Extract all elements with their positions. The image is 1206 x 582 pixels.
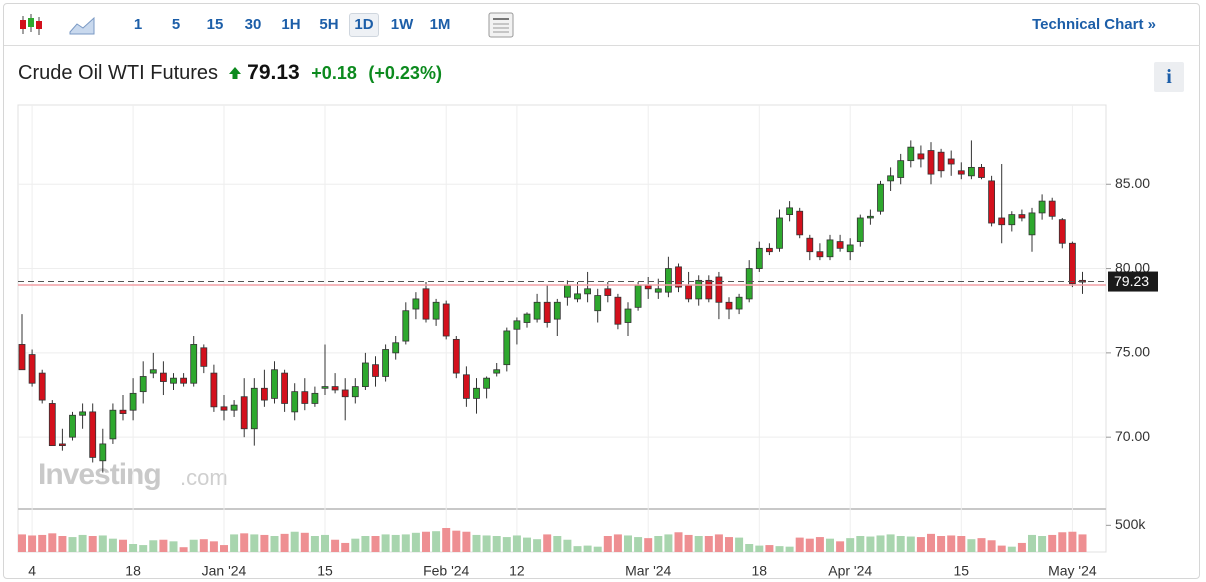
up-arrow xyxy=(228,67,241,79)
interval-button[interactable]: 1W xyxy=(390,16,414,33)
instrument-name: Crude Oil WTI Futures xyxy=(18,62,219,84)
interval-button[interactable]: 30 xyxy=(244,16,262,33)
line-icon[interactable] xyxy=(67,10,97,40)
interval-button[interactable]: 5 xyxy=(171,16,181,33)
widget-frame xyxy=(3,3,1200,579)
layout-icon[interactable] xyxy=(486,10,516,40)
interval-button[interactable]: 5H xyxy=(319,16,339,33)
instrument-header: Crude Oil WTI Futures 79.13 +0.18 (+0.23… xyxy=(18,61,442,85)
price-change-percent: (+0.23%) xyxy=(368,63,442,83)
interval-button[interactable]: 1 xyxy=(133,16,143,33)
interval-button[interactable]: 1H xyxy=(281,16,301,33)
toolbar: 1 5 15 30 1H 5H 1D 1W 1M Technical Chart » xyxy=(4,4,1200,46)
interval-button[interactable]: 15 xyxy=(206,16,224,33)
interval-button[interactable]: 1M xyxy=(429,16,451,33)
info-button[interactable]: i xyxy=(1154,62,1184,92)
candle-icon[interactable] xyxy=(16,10,46,40)
technical-chart-link[interactable]: Technical Chart » xyxy=(1032,16,1156,33)
interval-button[interactable]: 1D xyxy=(349,13,379,37)
price-change: +0.18 xyxy=(311,63,357,83)
last-price: 79.13 xyxy=(247,61,300,84)
